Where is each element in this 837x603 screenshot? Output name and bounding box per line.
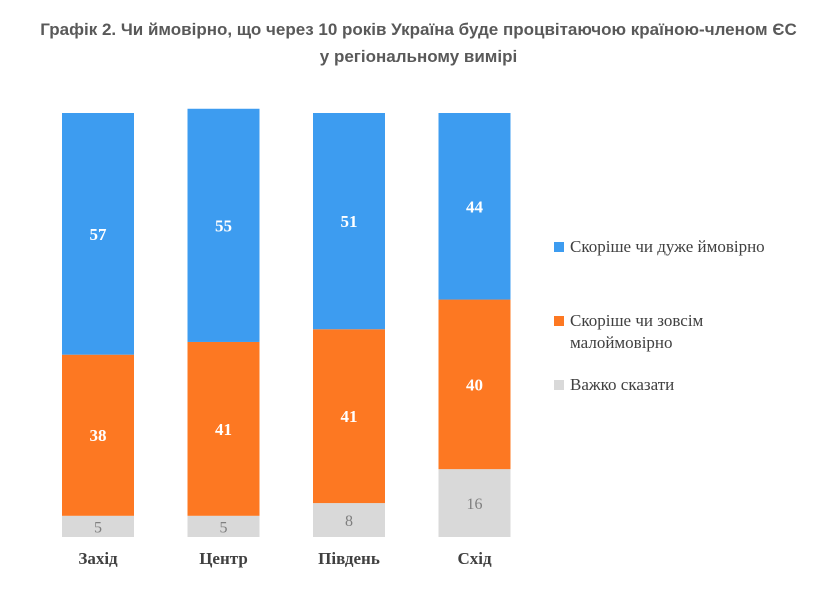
chart-title-line-2: у регіональному вимірі [319, 47, 518, 66]
legend-label-likely: Скоріше чи дуже ймовірно [570, 237, 765, 256]
legend-label-unlikely-line-2: малоймовірно [570, 333, 673, 352]
bar-unlikely-3 [313, 329, 385, 504]
bar-likely-3 [313, 113, 385, 330]
legend-label-unlikely-line-1: Скоріше чи зовсім [570, 311, 704, 330]
legend-swatch-hard-to-say [554, 380, 564, 390]
data-label-likely-2: 55 [215, 216, 232, 235]
legend-swatch-likely [554, 242, 564, 252]
data-label-hard-to-say-1: 5 [94, 519, 102, 536]
category-label-3: Південь [318, 549, 380, 568]
bar-hard-to-say-2 [187, 515, 260, 537]
legend-item-hard-to-say: Важко сказати [554, 374, 834, 396]
data-label-unlikely-3: 41 [341, 407, 358, 426]
chart-title-line-1: Графік 2. Чи ймовірно, що через 10 років… [40, 20, 797, 39]
data-label-hard-to-say-3: 8 [345, 513, 353, 530]
bar-likely-1 [62, 113, 134, 355]
bar-unlikely-1 [62, 354, 134, 516]
legend-item-likely: Скоріше чи дуже ймовірно [554, 236, 834, 258]
bar-likely-2 [187, 108, 260, 342]
category-label-1: Захід [78, 549, 118, 568]
bar-unlikely-4 [438, 299, 511, 470]
category-label-4: Схід [457, 549, 492, 568]
bar-hard-to-say-3 [313, 503, 385, 537]
chart-title: Графік 2. Чи ймовірно, що через 10 років… [0, 16, 837, 70]
bar-hard-to-say-1 [62, 515, 134, 537]
legend-item-unlikely: Скоріше чи зовсім малоймовірно [554, 310, 834, 354]
bar-unlikely-2 [187, 341, 260, 516]
data-label-likely-4: 44 [466, 197, 484, 216]
legend-label-hard-to-say: Важко сказати [570, 375, 675, 394]
category-label-2: Центр [199, 549, 248, 568]
bar-hard-to-say-4 [438, 469, 511, 537]
data-label-hard-to-say-4: 16 [467, 496, 483, 513]
bar-likely-4 [438, 113, 511, 300]
data-label-likely-3: 51 [341, 212, 358, 231]
data-label-unlikely-4: 40 [466, 375, 483, 394]
data-label-unlikely-2: 41 [215, 420, 232, 439]
data-label-likely-1: 57 [90, 225, 108, 244]
data-label-unlikely-1: 38 [90, 426, 107, 445]
chart-legend: Скоріше чи дуже ймовірно Скоріше чи зовс… [554, 236, 834, 396]
legend-swatch-unlikely [554, 316, 564, 326]
data-label-hard-to-say-2: 5 [220, 519, 228, 536]
